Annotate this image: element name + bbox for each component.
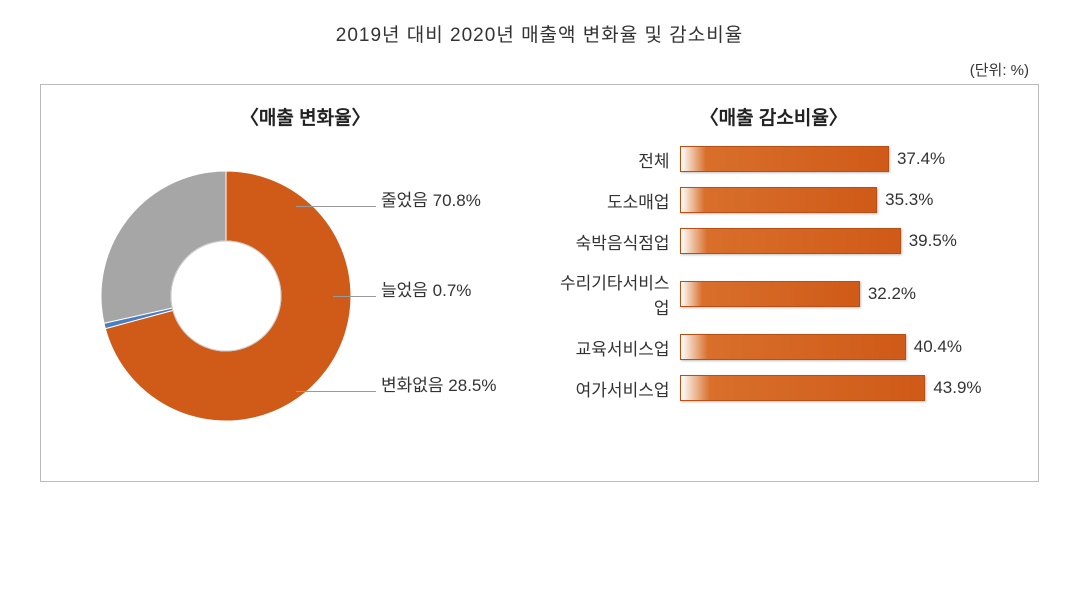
donut-hole [171, 241, 281, 351]
bar-value-label: 39.5% [901, 231, 957, 251]
bar-value-label: 32.2% [860, 284, 916, 304]
bar-track [680, 375, 926, 401]
chart-title: 2019년 대비 2020년 매출액 변화율 및 감소비율 [40, 20, 1039, 47]
bar-fill [680, 334, 906, 360]
bar-category-label: 전체 [550, 147, 680, 172]
donut-panel: 〈매출 변화율〉 줄었음 70.8% 늘었음 0.7% 변화없음 28.5% [71, 103, 540, 456]
bar-track [680, 334, 906, 360]
bar-track [680, 281, 860, 307]
bar-fill [680, 187, 878, 213]
bars-title: 〈매출 감소비율〉 [540, 103, 1009, 130]
bar-category-label: 교육서비스업 [550, 335, 680, 360]
leader-line [296, 391, 376, 392]
bar-row: 도소매업 35.3% [550, 187, 999, 213]
bar-category-label: 숙박음식점업 [550, 229, 680, 254]
donut-slice-label: 줄었음 70.8% [381, 186, 481, 211]
bar-value-label: 37.4% [889, 149, 945, 169]
bar-row: 숙박음식점업 39.5% [550, 228, 999, 254]
bar-category-label: 여가서비스업 [550, 376, 680, 401]
bar-row: 수리기타서비스업 32.2% [550, 269, 999, 319]
bar-value-label: 40.4% [906, 337, 962, 357]
bar-fill [680, 228, 901, 254]
bar-category-label: 수리기타서비스업 [550, 269, 680, 319]
bar-track [680, 146, 889, 172]
bars-panel: 〈매출 감소비율〉 전체 37.4% 도소매업 35.3% 숙박음식점업 39.5% 수리기… [540, 103, 1009, 456]
bar-chart: 전체 37.4% 도소매업 35.3% 숙박음식점업 39.5% 수리기타서비스업 32.2%… [540, 146, 1009, 401]
bar-row: 전체 37.4% [550, 146, 999, 172]
leader-line [296, 206, 376, 207]
bar-track [680, 187, 878, 213]
bar-track [680, 228, 901, 254]
bar-category-label: 도소매업 [550, 188, 680, 213]
bar-fill [680, 146, 889, 172]
bar-fill [680, 281, 860, 307]
donut-title: 〈매출 변화율〉 [71, 103, 540, 130]
donut-wrap: 줄었음 70.8% 늘었음 0.7% 변화없음 28.5% [71, 146, 540, 456]
bar-row: 여가서비스업 43.9% [550, 375, 999, 401]
donut-slice-label: 늘었음 0.7% [381, 276, 471, 301]
unit-label: (단위: %) [40, 59, 1039, 80]
donut-chart [91, 156, 371, 446]
donut-slice-label: 변화없음 28.5% [381, 371, 497, 396]
chart-container: 〈매출 변화율〉 줄었음 70.8% 늘었음 0.7% 변화없음 28.5% 〈매출… [40, 84, 1039, 482]
bar-value-label: 43.9% [925, 378, 981, 398]
bar-row: 교육서비스업 40.4% [550, 334, 999, 360]
leader-line [333, 296, 376, 297]
bar-fill [680, 375, 926, 401]
bar-value-label: 35.3% [877, 190, 933, 210]
